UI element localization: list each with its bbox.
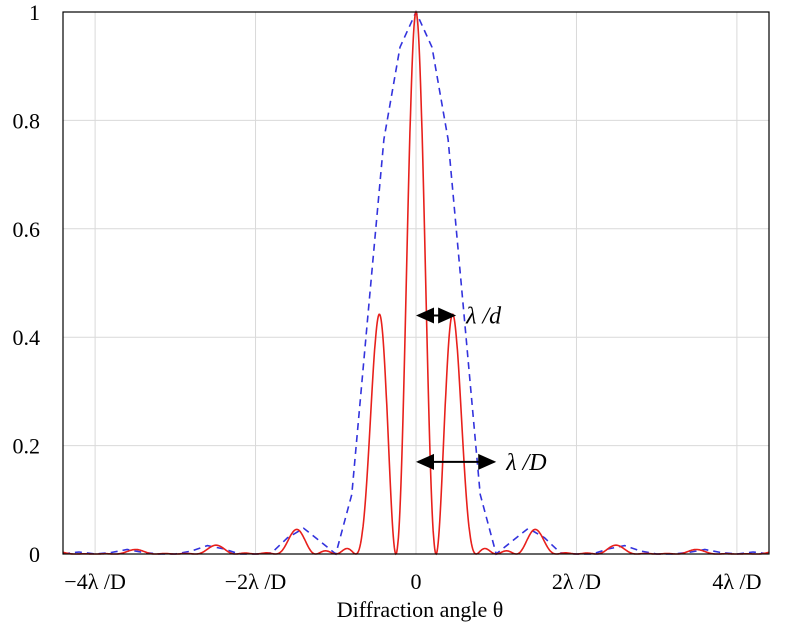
grid-lines xyxy=(63,12,769,554)
x-axis-label: Diffraction angle θ xyxy=(337,597,504,622)
x-tick-label: 2λ /D xyxy=(552,569,601,594)
tick-labels: −4λ /D −2λ /D 0 2λ /D 4λ /D 0 0.2 0.4 0.6 0.8 1 xyxy=(13,0,762,594)
annotation-label: λ /d xyxy=(465,304,502,330)
x-tick-label: −2λ /D xyxy=(225,569,287,594)
annotation-label: λ /D xyxy=(505,450,546,476)
x-tick-label: −4λ /D xyxy=(64,569,126,594)
x-tick-label: 4λ /D xyxy=(712,569,761,594)
y-tick-label: 0.8 xyxy=(13,108,41,133)
y-tick-label: 1 xyxy=(29,0,40,25)
y-tick-label: 0.6 xyxy=(13,217,41,242)
plot-frame xyxy=(62,11,770,555)
y-tick-label: 0 xyxy=(29,542,40,567)
x-tick-label: 0 xyxy=(411,569,422,594)
y-tick-label: 0.4 xyxy=(13,325,41,350)
annotation-layer: λ /d λ /D xyxy=(416,304,547,476)
y-tick-label: 0.2 xyxy=(13,434,41,459)
